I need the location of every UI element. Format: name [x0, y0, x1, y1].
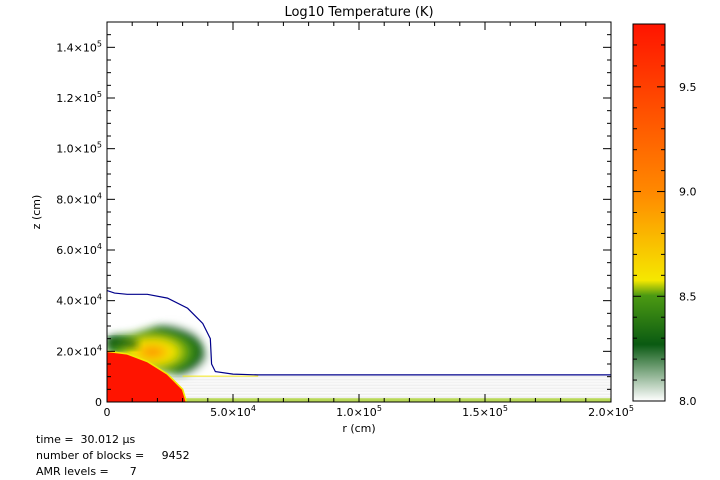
time-readout: time = 30.012 μs	[36, 433, 136, 446]
x-tick-label: 1.0×105	[336, 404, 382, 419]
colorbar-tick-label: 8.5	[679, 290, 697, 303]
shell-band	[107, 337, 138, 349]
y-tick-label: 1.0×105	[56, 141, 102, 156]
x-axis-label: r (cm)	[342, 422, 375, 435]
block-count-readout: number of blocks = 9452	[36, 449, 190, 462]
chart-title: Log10 Temperature (K)	[284, 5, 433, 20]
y-tick-label: 1.4×105	[56, 39, 102, 54]
y-axis-label: z (cm)	[30, 195, 43, 230]
hot-core-edge	[107, 350, 188, 402]
x-tick-label: 5.0×104	[210, 404, 256, 419]
x-tick-label: 1.5×105	[462, 404, 508, 419]
y-tick-label: 8.0×104	[56, 191, 102, 206]
shock-sliver	[182, 375, 259, 377]
boundary-contour	[107, 289, 611, 376]
colorbar-tick-label: 9.5	[679, 81, 697, 94]
colorbar	[632, 23, 666, 402]
colorbar-tick-label: 9.0	[679, 186, 697, 199]
y-tick-label: 2.0×104	[56, 343, 102, 358]
warm-plume	[107, 323, 208, 376]
hot-core	[107, 351, 187, 402]
x-tick-label: 0	[104, 406, 111, 419]
y-tick-label: 6.0×104	[56, 242, 102, 257]
amr-levels-readout: AMR levels = 7	[36, 465, 137, 478]
x-tick-label: 2.0×105	[588, 404, 634, 419]
y-tick-label: 1.2×105	[56, 90, 102, 105]
colorbar-tick-label: 8.0	[679, 395, 697, 408]
y-tick-label: 0	[95, 396, 102, 409]
y-tick-label: 4.0×104	[56, 293, 102, 308]
